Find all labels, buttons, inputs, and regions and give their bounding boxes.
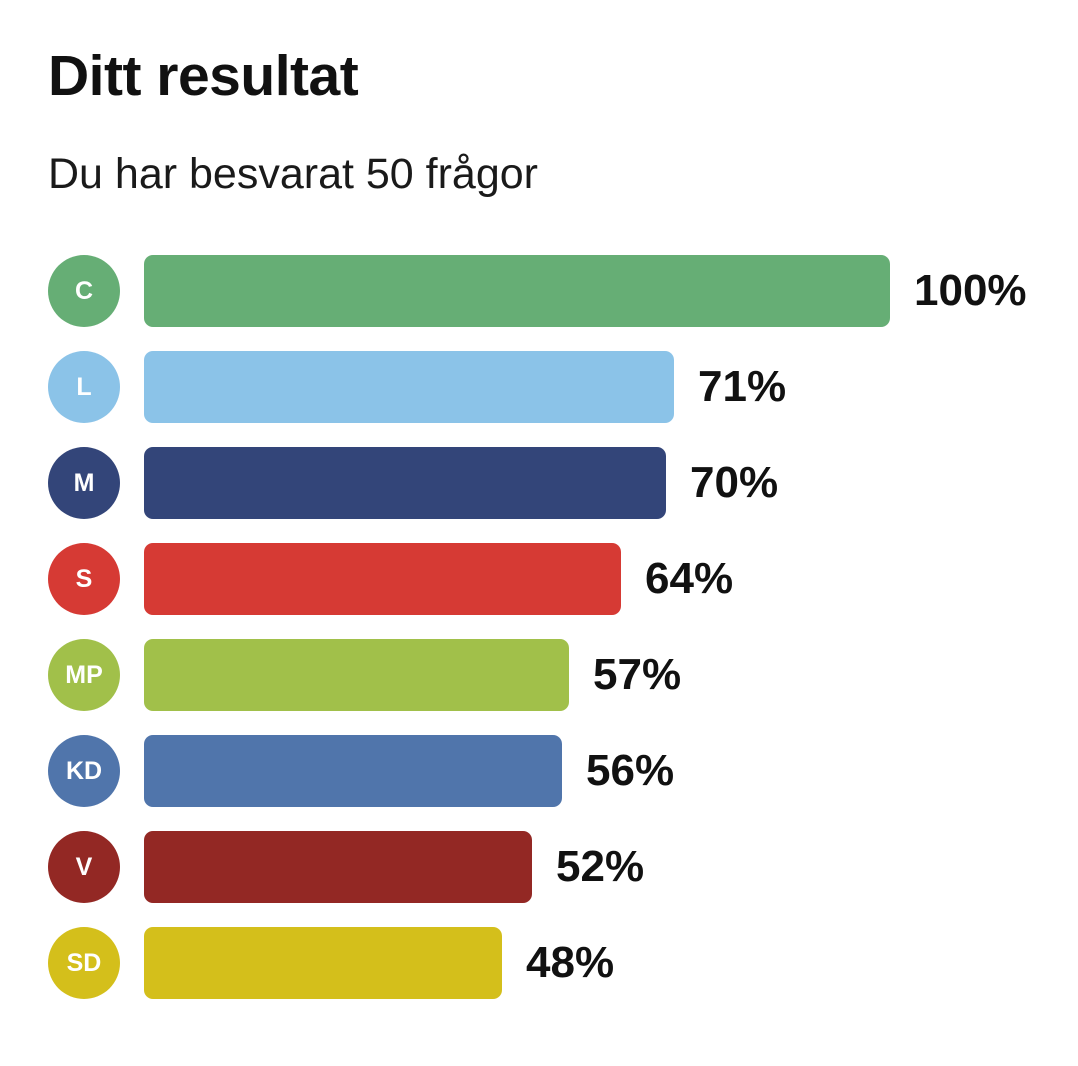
result-percentage: 71% bbox=[698, 362, 787, 411]
result-percentage: 57% bbox=[593, 650, 682, 699]
party-badge: V bbox=[48, 831, 120, 903]
party-badge: SD bbox=[48, 927, 120, 999]
party-badge: M bbox=[48, 447, 120, 519]
result-bar bbox=[144, 543, 621, 615]
result-percentage: 56% bbox=[586, 746, 675, 795]
result-percentage: 64% bbox=[645, 554, 734, 603]
result-row: SD 48% bbox=[0, 927, 1078, 999]
result-row: L 71% bbox=[0, 351, 1078, 423]
party-badge: KD bbox=[48, 735, 120, 807]
result-bar bbox=[144, 447, 666, 519]
result-percentage: 100% bbox=[914, 266, 1027, 315]
party-badge: S bbox=[48, 543, 120, 615]
result-row: M 70% bbox=[0, 447, 1078, 519]
page-subtitle: Du har besvarat 50 frågor bbox=[48, 150, 538, 198]
result-row: V 52% bbox=[0, 831, 1078, 903]
result-row: KD 56% bbox=[0, 735, 1078, 807]
result-row: S 64% bbox=[0, 543, 1078, 615]
result-bar bbox=[144, 351, 674, 423]
result-percentage: 48% bbox=[526, 938, 615, 987]
result-bar bbox=[144, 255, 890, 327]
result-bar bbox=[144, 831, 532, 903]
result-bar bbox=[144, 735, 562, 807]
result-row: MP 57% bbox=[0, 639, 1078, 711]
result-percentage: 52% bbox=[556, 842, 645, 891]
result-percentage: 70% bbox=[690, 458, 779, 507]
party-badge: C bbox=[48, 255, 120, 327]
result-row: C 100% bbox=[0, 255, 1078, 327]
page-title: Ditt resultat bbox=[48, 44, 359, 108]
result-bar bbox=[144, 639, 569, 711]
result-bar bbox=[144, 927, 502, 999]
party-badge: L bbox=[48, 351, 120, 423]
party-badge: MP bbox=[48, 639, 120, 711]
